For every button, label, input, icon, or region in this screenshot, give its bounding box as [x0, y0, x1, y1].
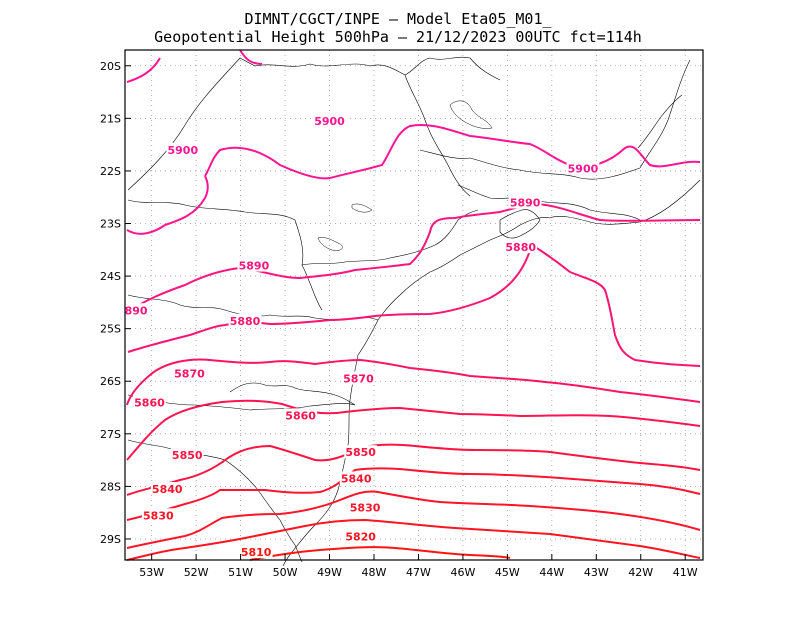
x-tick-label: 51W	[228, 566, 253, 579]
contour-label: 5830	[143, 509, 174, 522]
contour-5830	[126, 490, 701, 549]
y-tick-label: 21S	[100, 112, 121, 125]
contour-label: 5890	[239, 260, 270, 273]
y-tick-label: 28S	[100, 480, 121, 493]
contour-label: 5870	[174, 367, 205, 380]
contour-label: 5880	[505, 241, 536, 254]
y-tick-label: 27S	[100, 428, 121, 441]
y-tick-label: 26S	[100, 375, 121, 388]
y-tick-label: 24S	[100, 270, 121, 283]
contour-label-backing	[141, 508, 175, 522]
contour-label: 890	[125, 304, 148, 317]
contour-label-backing	[348, 500, 382, 514]
contour-5900	[126, 49, 701, 235]
contour-label-backing	[284, 408, 318, 422]
contour-label-backing	[170, 447, 204, 461]
y-tick-label: 29S	[100, 533, 121, 546]
contour-5820	[126, 518, 701, 561]
country-borders	[127, 56, 701, 567]
x-tick-label: 41W	[673, 566, 698, 579]
contour-5840	[126, 467, 701, 521]
contour-label: 5900	[167, 144, 198, 157]
contour-label-backing	[228, 313, 262, 327]
contour-label-backing	[339, 471, 373, 485]
contour-label-backing	[239, 545, 273, 559]
contour-label: 5840	[341, 473, 372, 486]
x-tick-label: 47W	[406, 566, 431, 579]
contour-label-backing	[508, 195, 542, 209]
x-tick-label: 42W	[628, 566, 653, 579]
contour-label: 5860	[134, 396, 165, 409]
x-tick-label: 49W	[317, 566, 342, 579]
x-tick-label: 53W	[139, 566, 164, 579]
contour-label-backing	[133, 395, 166, 409]
x-tick-label: 46W	[450, 566, 475, 579]
contour-label: 5900	[568, 162, 599, 175]
contour-label: 5850	[172, 449, 203, 462]
contour-label: 5900	[314, 115, 345, 128]
map-frame	[124, 49, 704, 561]
contour-label-backing	[166, 142, 200, 156]
height-contours	[126, 49, 701, 561]
contour-label: 5860	[285, 409, 316, 422]
contour-label: 5870	[343, 373, 374, 386]
contour-label-backing	[150, 482, 184, 496]
contour-label-backing	[504, 240, 538, 254]
contour-label: 5830	[350, 501, 381, 514]
contour-labels: 5900 5900 5900 5890 5890 890 5880 5880 5870 5870 5…	[123, 113, 600, 559]
y-tick-label: 23S	[100, 218, 121, 231]
contour-5880	[127, 243, 701, 367]
contour-label-backing	[344, 529, 378, 543]
contour-label: 5890	[510, 196, 541, 209]
contour-label-backing	[173, 366, 206, 380]
x-tick-label: 45W	[495, 566, 520, 579]
contour-label: 5810	[241, 546, 272, 559]
contour-label-backing	[344, 445, 378, 459]
inland-water	[317, 100, 493, 251]
contour-label-backing	[566, 161, 600, 175]
contour-5870	[126, 358, 701, 406]
x-tick-label: 52W	[184, 566, 209, 579]
contour-label-backing	[237, 258, 271, 272]
x-tick-label: 48W	[362, 566, 387, 579]
contour-label: 5880	[230, 315, 261, 328]
title-line-1: DIMNT/CGCT/INPE – Model Eta05_M01_	[244, 10, 552, 28]
x-tick-label: 43W	[584, 566, 609, 579]
y-tick-label: 25S	[100, 323, 121, 336]
axis-ticks: 53W 52W 51W 50W 49W 48W 47W 46W 45W 44W 43W 42W 41W 2…	[100, 60, 698, 579]
x-tick-label: 44W	[539, 566, 564, 579]
contour-label: 5850	[345, 446, 376, 459]
y-tick-label: 22S	[100, 165, 121, 178]
contour-5810	[249, 546, 511, 561]
contour-label: 5820	[345, 530, 376, 543]
contour-label: 5840	[152, 483, 183, 496]
contour-label-backing	[313, 113, 346, 127]
x-tick-label: 50W	[273, 566, 298, 579]
contour-5860	[126, 399, 701, 461]
contour-label-backing	[123, 303, 149, 317]
contour-5890	[127, 202, 701, 313]
y-tick-label: 20S	[100, 60, 121, 73]
title-line-2: Geopotential Height 500hPa – 21/12/2023 …	[154, 28, 642, 46]
contour-label-backing	[342, 371, 375, 385]
grid-lines	[125, 50, 703, 560]
